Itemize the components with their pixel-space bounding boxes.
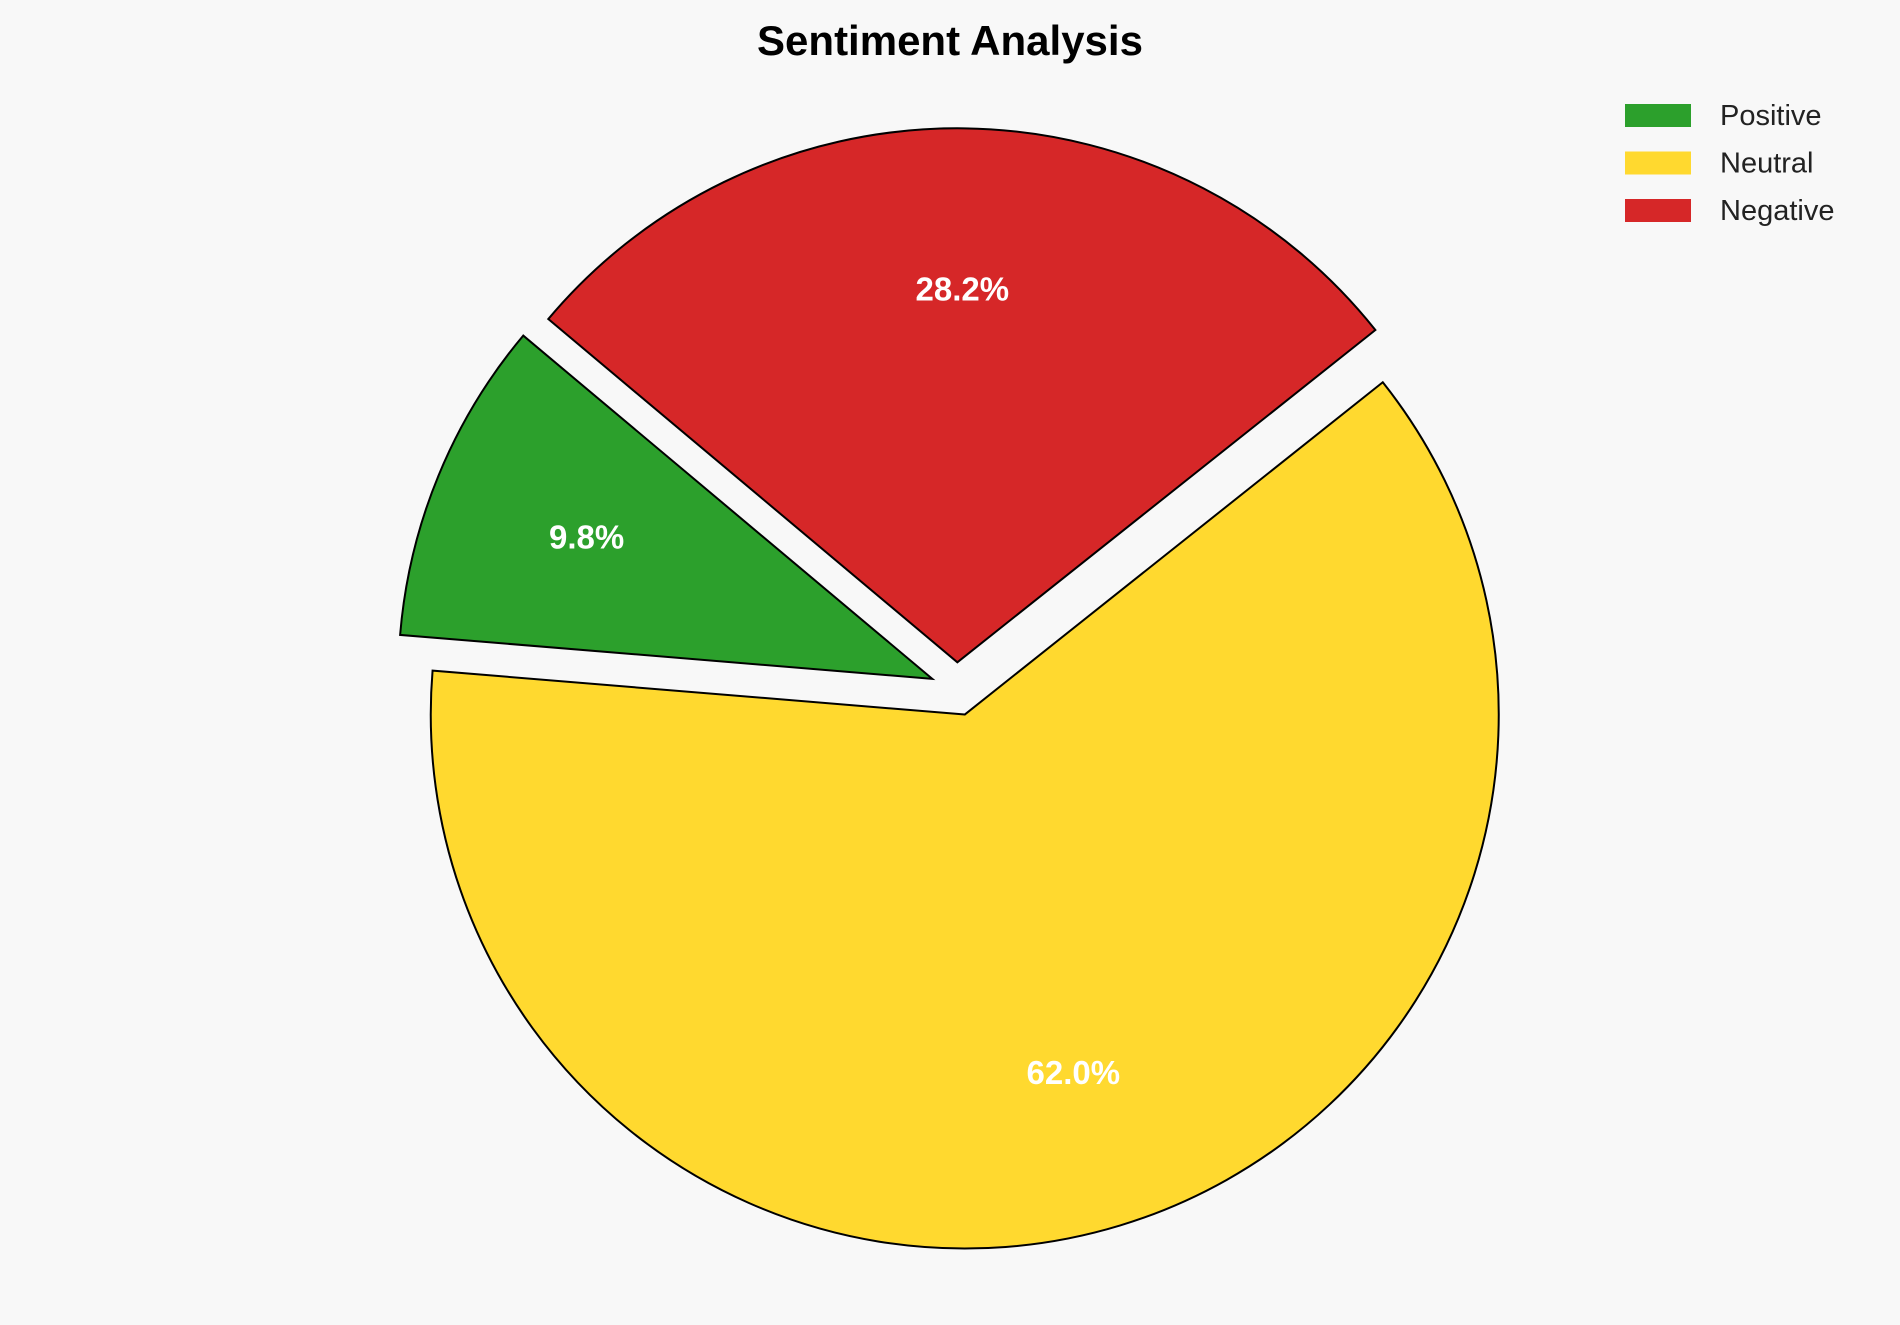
pie-slice-positive bbox=[399, 334, 936, 681]
legend-swatch-neutral bbox=[1625, 151, 1691, 175]
pie-label-positive: 9.8% bbox=[549, 519, 624, 556]
legend-label-positive: Positive bbox=[1720, 100, 1822, 132]
pie-label-neutral: 62.0% bbox=[1027, 1054, 1121, 1091]
pie-label-negative: 28.2% bbox=[916, 271, 1010, 308]
pie-percent-labels: 9.8% 62.0% 28.2% bbox=[549, 271, 1120, 1092]
chart-title: Sentiment Analysis bbox=[757, 17, 1143, 64]
pie-slice-neutral bbox=[429, 380, 1500, 1250]
pie-slice-negative bbox=[546, 127, 1377, 664]
legend-swatch-positive bbox=[1625, 104, 1691, 127]
legend-label-neutral: Neutral bbox=[1720, 148, 1814, 180]
legend-label-negative: Negative bbox=[1720, 195, 1834, 227]
legend: Positive Neutral Negative bbox=[1625, 100, 1834, 227]
legend-swatch-negative bbox=[1625, 199, 1691, 222]
pie-slices bbox=[399, 127, 1500, 1250]
